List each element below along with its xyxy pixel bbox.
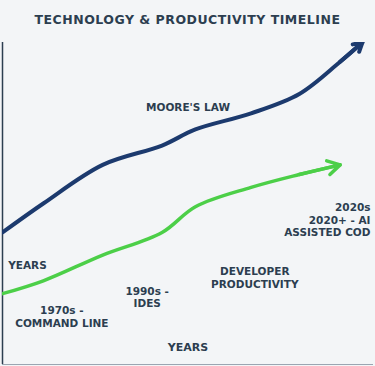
svg-text:2020s2020+ - AIASSISTED COD: 2020s2020+ - AIASSISTED COD <box>284 201 371 238</box>
svg-text:YEARS: YEARS <box>167 341 208 354</box>
svg-text:1970s -COMMAND LINE: 1970s -COMMAND LINE <box>15 304 108 329</box>
svg-text:MOORE'S LAW: MOORE'S LAW <box>146 101 230 113</box>
svg-text:DEVELOPERPRODUCTIVITY: DEVELOPERPRODUCTIVITY <box>211 265 299 290</box>
svg-text:YEARS: YEARS <box>7 259 47 271</box>
svg-text:1990s -IDES: 1990s -IDES <box>125 285 169 310</box>
html-text:TECHNOLOGY & PRODUCTIVITY TIME: TECHNOLOGY & PRODUCTIVITY TIMELINE <box>34 12 341 27</box>
